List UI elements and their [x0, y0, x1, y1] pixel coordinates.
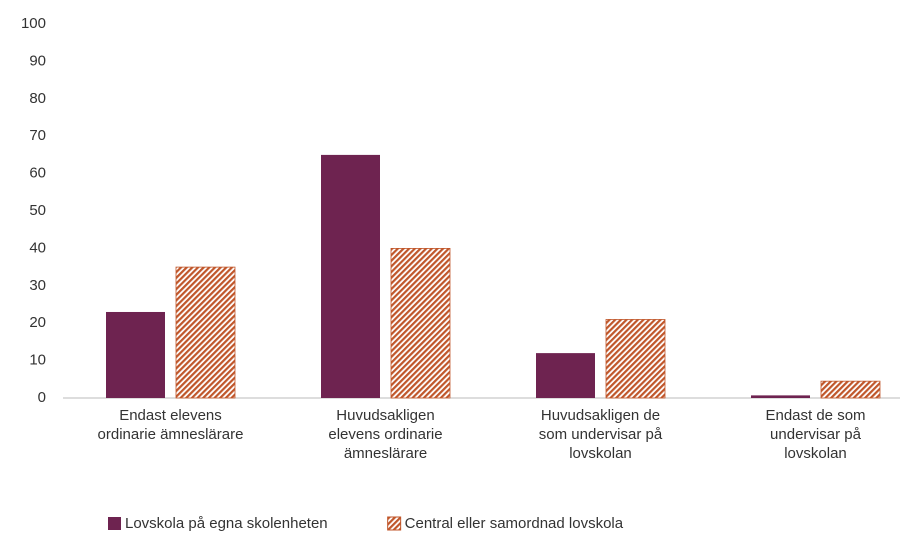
y-tick-label: 60 — [29, 165, 46, 182]
x-tick-label: Endast de som undervisar på lovskolan — [765, 407, 866, 462]
bar — [106, 311, 165, 398]
y-tick-label: 90 — [29, 52, 46, 69]
x-tick-label: Huvudsakligen elevens ordinarie ämneslär… — [328, 407, 443, 462]
y-tick-label: 100 — [21, 15, 46, 32]
bar — [175, 266, 236, 399]
y-tick-label: 10 — [29, 352, 46, 369]
bar — [751, 395, 810, 398]
x-tick-label: Endast elevens ordinarie ämneslärare — [97, 407, 244, 443]
bar — [605, 319, 666, 399]
bar — [390, 247, 451, 399]
legend-swatch — [387, 516, 402, 531]
bar — [536, 353, 595, 398]
y-tick-label: 20 — [29, 314, 46, 331]
bar — [820, 380, 881, 399]
legend-label: Lovskola på egna skolenheten — [125, 515, 328, 532]
legend-swatch — [108, 517, 121, 530]
y-tick-label: 80 — [29, 90, 46, 107]
bar — [321, 154, 380, 398]
y-tick-label: 50 — [29, 202, 46, 219]
y-tick-label: 30 — [29, 277, 46, 294]
y-tick-label: 40 — [29, 239, 46, 256]
y-tick-label: 70 — [29, 127, 46, 144]
legend-label: Central eller samordnad lovskola — [405, 515, 624, 532]
y-tick-label: 0 — [38, 389, 46, 406]
x-tick-label: Huvudsakligen de som undervisar på lovsk… — [538, 407, 663, 462]
